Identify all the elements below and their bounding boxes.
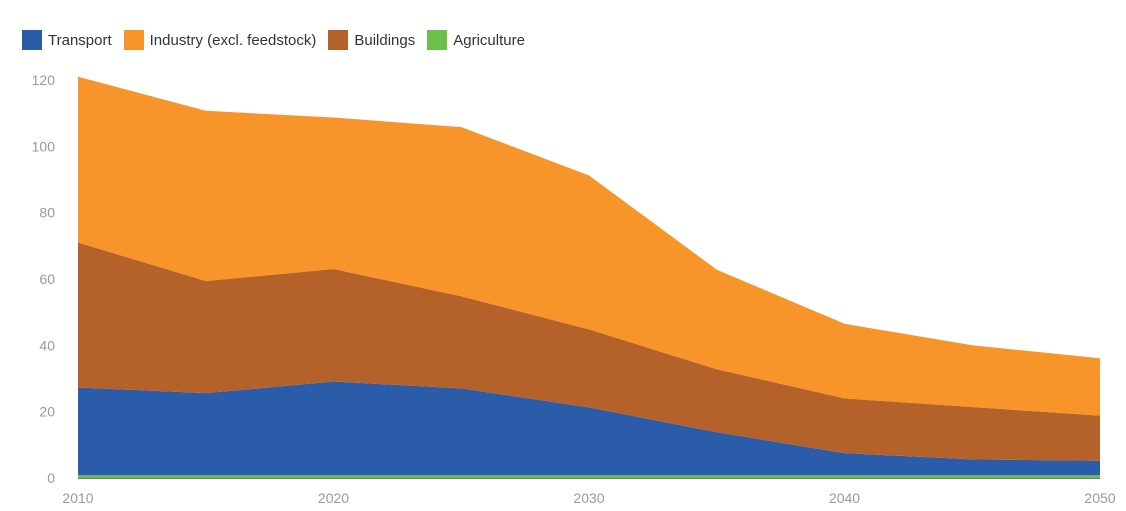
y-tick-label: 40 (39, 337, 55, 353)
x-tick-label: 2050 (1084, 490, 1115, 506)
legend-swatch-industry (123, 30, 144, 50)
legend-swatch-transport (22, 30, 42, 50)
legend-label-buildings: Buildings (354, 31, 416, 49)
area-transport[interactable] (78, 381, 1100, 476)
x-tick-label: 2030 (573, 490, 604, 506)
legend-item-transport[interactable]: Transport (22, 30, 112, 50)
legend-swatch-agriculture (427, 30, 448, 50)
legend-item-buildings[interactable]: Buildings (328, 30, 415, 50)
y-tick-label: 120 (32, 72, 56, 88)
area-buildings[interactable] (78, 242, 1100, 461)
y-tick-label: 20 (39, 404, 55, 420)
plot-area (78, 76, 1100, 478)
legend-label-agriculture: Agriculture (453, 31, 525, 49)
y-tick-label: 80 (39, 205, 55, 221)
y-tick-label: 0 (47, 470, 55, 486)
y-tick-label: 60 (39, 271, 55, 287)
legend-label-transport: Transport (48, 31, 112, 49)
legend-item-agriculture[interactable]: Agriculture (427, 30, 525, 50)
legend-item-industry[interactable]: Industry (excl. feedstock) (123, 30, 317, 50)
area-agriculture[interactable] (78, 475, 1100, 478)
x-tick-label: 2020 (318, 490, 349, 506)
legend-swatch-buildings (328, 30, 349, 50)
x-tick-label: 2040 (829, 490, 860, 506)
x-tick-label: 2010 (62, 490, 93, 506)
y-tick-label: 100 (32, 138, 56, 154)
legend-label-industry: Industry (excl. feedstock) (149, 31, 317, 49)
legend: Transport Industry (excl. feedstock) Bui… (22, 30, 537, 50)
area-industry-excl-feedstock[interactable] (78, 76, 1100, 416)
